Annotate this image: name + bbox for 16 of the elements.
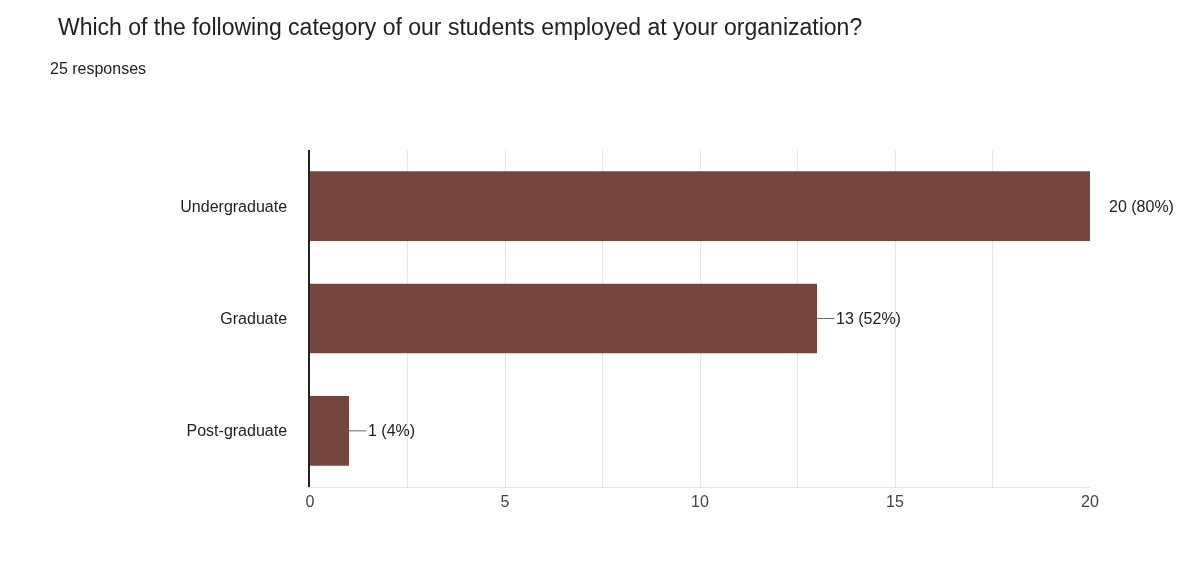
x-tick-label: 10 (691, 493, 709, 511)
text: 25 responses (50, 60, 147, 77)
data-label: 1 (4%) (352, 422, 416, 440)
x-tick-label: 0 (305, 493, 315, 511)
data-label: 13 (52%) (820, 310, 901, 327)
x-tick-label: 20 (1081, 493, 1099, 511)
y-tick-label: Graduate (220, 310, 288, 328)
bar (310, 283, 817, 354)
x-tick-label: 5 (500, 493, 510, 511)
data-label: 20 (80%) (1093, 197, 1174, 215)
y-tick-label: Undergraduate (180, 197, 288, 215)
bar (310, 396, 349, 466)
x-tick-label: 15 (886, 493, 904, 511)
y-tick-label: Post-graduate (186, 422, 288, 440)
bar (310, 171, 1090, 241)
chart-title: Which of the following category of our students employed at your organization? (58, 14, 863, 40)
